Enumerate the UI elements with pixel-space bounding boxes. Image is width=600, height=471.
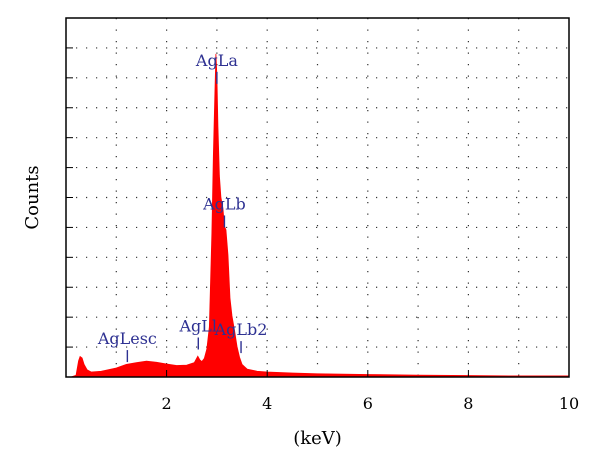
x-axis-title: (keV)	[293, 428, 342, 449]
x-tick-label: 4	[262, 394, 272, 413]
x-tick-label: 10	[559, 394, 579, 413]
x-axis-ticks: 2 4 6 8 10	[162, 370, 579, 413]
plot-frame	[65, 17, 570, 378]
x-tick-label: 8	[463, 394, 473, 413]
peak-label: AgLesc	[97, 329, 157, 348]
peak-label: AgLl	[179, 317, 218, 336]
spectrum-area	[70, 53, 570, 378]
x-tick-label: 6	[363, 394, 373, 413]
peak-label: AgLb	[202, 194, 246, 213]
x-tick-label: 2	[162, 394, 172, 413]
peak-label: AgLb2	[214, 320, 268, 339]
peak-label: AgLa	[195, 51, 238, 70]
y-axis-title: Counts	[22, 165, 43, 229]
spectrum-area-path	[70, 53, 570, 378]
peak-markers	[126, 71, 242, 363]
grid-lines	[66, 18, 569, 377]
